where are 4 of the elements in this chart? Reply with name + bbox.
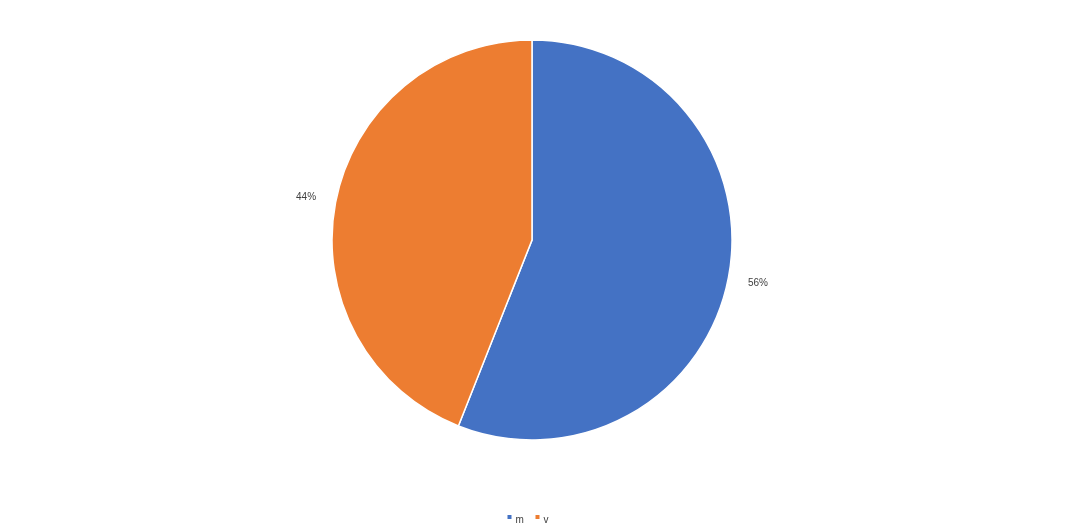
data-label: 44% bbox=[296, 190, 317, 202]
data-label: 56% bbox=[747, 276, 769, 288]
legend-label: m bbox=[515, 513, 524, 525]
legend-label: v bbox=[543, 513, 549, 525]
